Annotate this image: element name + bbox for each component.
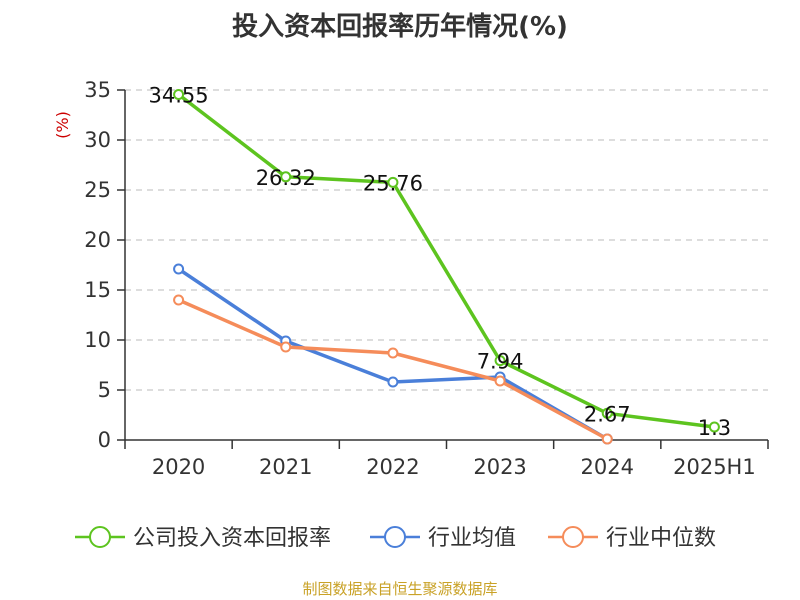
y-tick-label: 20 <box>84 228 111 252</box>
y-tick-label: 0 <box>98 428 111 452</box>
legend-label: 行业中位数 <box>606 526 716 551</box>
data-label: 1.3 <box>698 416 731 440</box>
x-tick-label: 2020 <box>152 455 205 479</box>
data-labels: 34.55 26.32 25.76 7.94 2.67 1.3 <box>149 84 732 441</box>
data-point <box>494 355 506 367</box>
data-label: 2.67 <box>584 402 631 426</box>
data-point <box>387 347 399 359</box>
data-point <box>280 171 292 183</box>
x-tick-label: 2024 <box>581 455 634 479</box>
series-line <box>177 93 715 429</box>
y-tick-label: 10 <box>84 328 111 352</box>
source-note: 制图数据来自恒生聚源数据库 <box>302 580 498 598</box>
data-label: 34.55 <box>149 84 209 108</box>
y-tick-label: 15 <box>84 278 111 302</box>
legend-label: 公司投入资本回报率 <box>133 526 331 551</box>
data-point <box>708 421 720 433</box>
data-point <box>387 376 399 388</box>
legend-marker <box>89 526 111 548</box>
legend: 公司投入资本回报率 行业均值 行业中位数 <box>75 526 716 551</box>
y-tick-label: 30 <box>84 128 111 152</box>
data-point <box>173 294 185 306</box>
x-tick-label: 2023 <box>473 455 526 479</box>
x-tick-label: 2022 <box>366 455 419 479</box>
series-layer <box>173 89 720 445</box>
y-axis-label: (%) <box>53 111 72 139</box>
chart-title: 投入资本回报率历年情况(%) <box>232 12 568 42</box>
y-tick-label: 5 <box>98 378 111 402</box>
axes: 0 5 10 15 20 25 30 35 2020 2021 2022 2023 2024 2025H1… <box>53 78 769 479</box>
y-tick-label: 35 <box>84 78 111 102</box>
y-tick-label: 25 <box>84 178 111 202</box>
data-point <box>601 407 613 419</box>
data-point <box>387 176 399 188</box>
data-label: 26.32 <box>256 166 316 190</box>
data-point <box>601 433 613 445</box>
data-label: 25.76 <box>363 171 423 195</box>
legend-marker <box>384 526 406 548</box>
x-tick-label: 2025H1 <box>673 455 756 479</box>
data-label: 7.94 <box>477 350 524 374</box>
x-tick-label: 2021 <box>259 455 312 479</box>
data-point <box>173 89 185 100</box>
legend-label: 行业均值 <box>428 526 516 551</box>
series-line <box>177 298 609 441</box>
data-point <box>173 263 185 275</box>
data-point <box>494 375 506 387</box>
grid-lines <box>125 89 768 391</box>
data-point <box>280 341 292 353</box>
legend-marker <box>562 526 584 548</box>
